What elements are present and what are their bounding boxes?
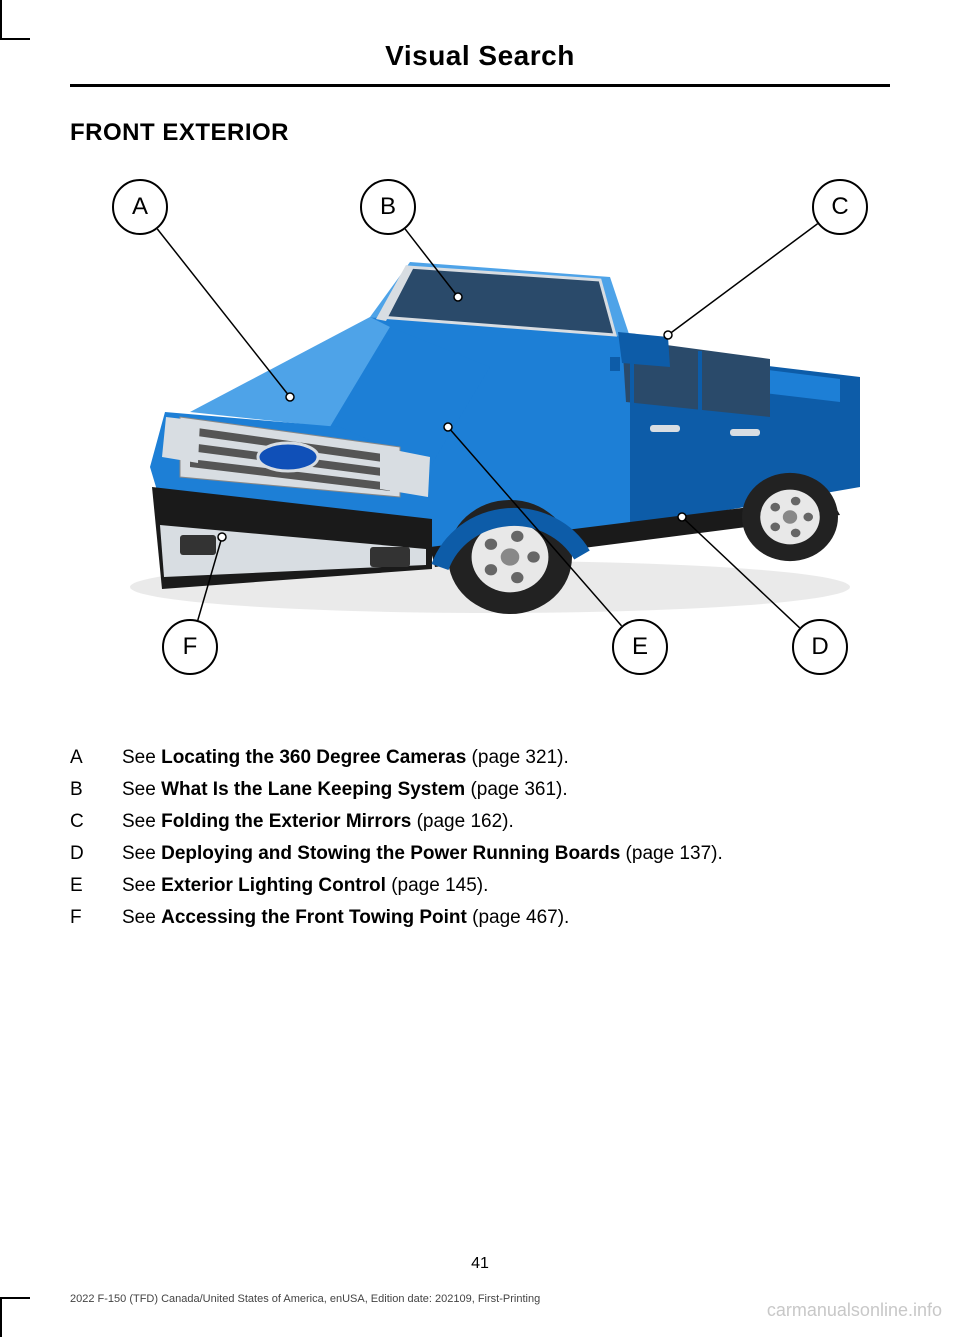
legend-letter: E: [70, 875, 88, 897]
legend-letter: F: [70, 907, 88, 929]
crop-mark-top-left: [0, 0, 30, 40]
truck-illustration: [130, 262, 860, 614]
legend-letter: D: [70, 843, 88, 865]
footer-text: 2022 F-150 (TFD) Canada/United States of…: [70, 1293, 540, 1305]
legend-row-a: A See Locating the 360 Degree Cameras (pa…: [70, 747, 890, 769]
legend-text: See Accessing the Front Towing Point (pa…: [122, 907, 569, 929]
legend-row-d: D See Deploying and Stowing the Power Run…: [70, 843, 890, 865]
legend-row-f: F See Accessing the Front Towing Point (p…: [70, 907, 890, 929]
legend-text: See Deploying and Stowing the Power Runn…: [122, 843, 723, 865]
legend-row-b: B See What Is the Lane Keeping System (pa…: [70, 779, 890, 801]
legend-letter: C: [70, 811, 88, 833]
callout-b: B: [360, 179, 416, 235]
callout-f: F: [162, 619, 218, 675]
callout-d: D: [792, 619, 848, 675]
legend-letter: B: [70, 779, 88, 801]
legend-list: A See Locating the 360 Degree Cameras (pa…: [70, 747, 890, 929]
page-title: Visual Search: [70, 40, 890, 87]
legend-text: See What Is the Lane Keeping System (pag…: [122, 779, 568, 801]
legend-text: See Exterior Lighting Control (page 145)…: [122, 875, 488, 897]
callout-c: C: [812, 179, 868, 235]
legend-row-e: E See Exterior Lighting Control (page 145…: [70, 875, 890, 897]
page-number: 41: [0, 1255, 960, 1273]
legend-row-c: C See Folding the Exterior Mirrors (page …: [70, 811, 890, 833]
legend-text: See Folding the Exterior Mirrors (page 1…: [122, 811, 514, 833]
legend-text: See Locating the 360 Degree Cameras (pag…: [122, 747, 569, 769]
callout-a: A: [112, 179, 168, 235]
diagram-container: A B C D E F: [70, 167, 890, 707]
watermark: carmanualsonline.info: [767, 1300, 942, 1321]
legend-letter: A: [70, 747, 88, 769]
callout-e: E: [612, 619, 668, 675]
section-title: FRONT EXTERIOR: [70, 119, 890, 147]
crop-mark-bottom-left: [0, 1297, 30, 1337]
